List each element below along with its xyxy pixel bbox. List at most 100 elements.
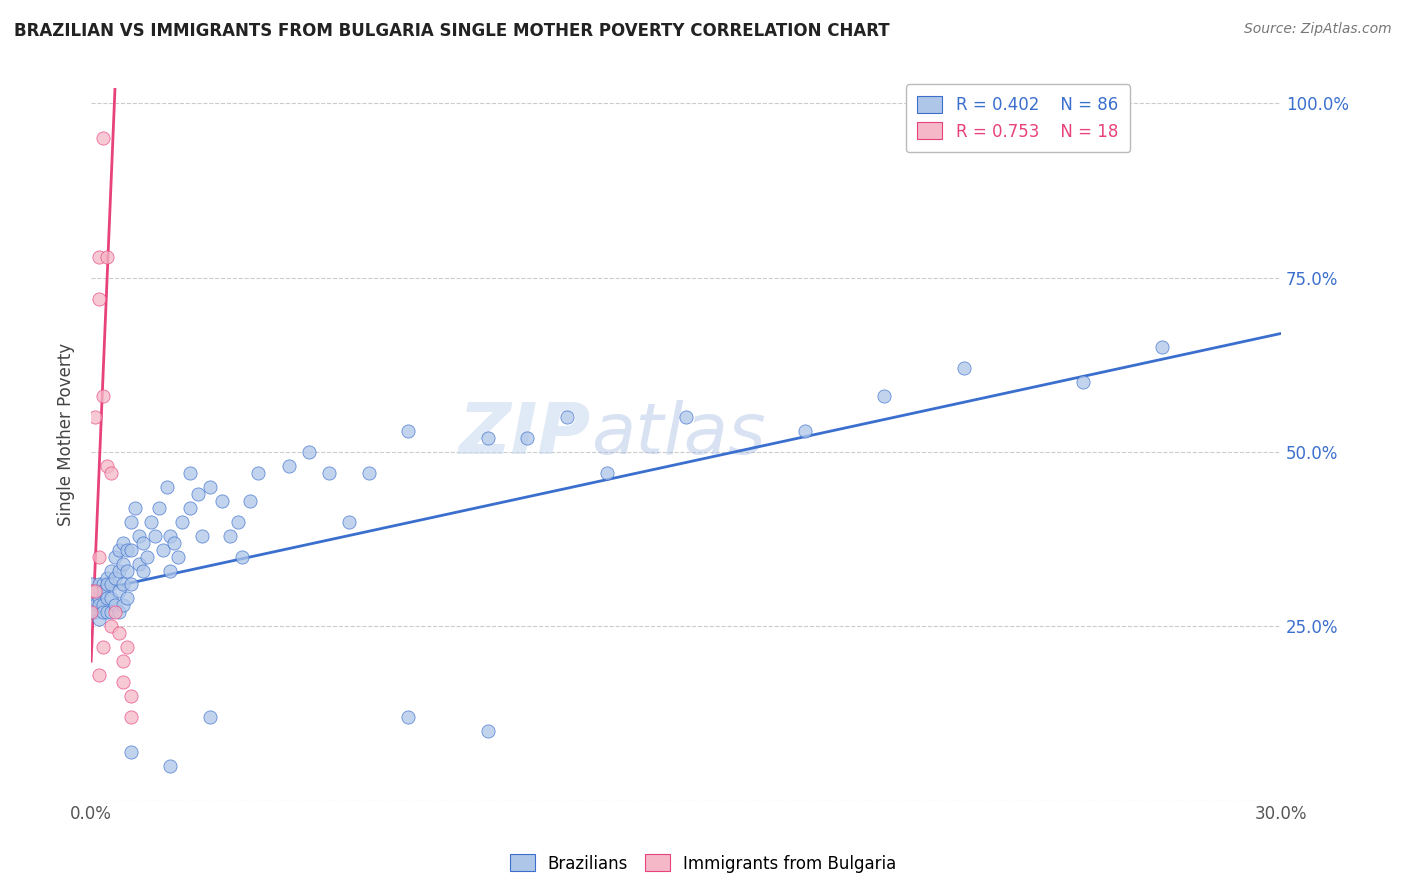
Point xyxy=(132,564,155,578)
Text: BRAZILIAN VS IMMIGRANTS FROM BULGARIA SINGLE MOTHER POVERTY CORRELATION CHART: BRAZILIAN VS IMMIGRANTS FROM BULGARIA SI… xyxy=(14,22,890,40)
Point xyxy=(159,529,181,543)
Point xyxy=(108,584,131,599)
Point xyxy=(132,535,155,549)
Point xyxy=(87,612,110,626)
Point xyxy=(96,577,118,591)
Point xyxy=(96,250,118,264)
Point xyxy=(298,445,321,459)
Point xyxy=(108,626,131,640)
Point xyxy=(115,564,138,578)
Point xyxy=(139,515,162,529)
Point xyxy=(128,529,150,543)
Point xyxy=(108,564,131,578)
Point xyxy=(1150,340,1173,354)
Point xyxy=(80,584,103,599)
Point xyxy=(477,431,499,445)
Point xyxy=(172,515,194,529)
Point xyxy=(596,466,619,480)
Point xyxy=(148,500,170,515)
Point xyxy=(219,529,242,543)
Point xyxy=(100,606,122,620)
Point xyxy=(477,723,499,738)
Point xyxy=(104,570,127,584)
Point xyxy=(135,549,157,564)
Point xyxy=(120,710,142,724)
Point xyxy=(104,549,127,564)
Text: atlas: atlas xyxy=(591,401,765,469)
Point xyxy=(179,466,201,480)
Point xyxy=(80,599,103,613)
Point xyxy=(278,458,301,473)
Point xyxy=(396,424,419,438)
Point xyxy=(396,710,419,724)
Point xyxy=(555,410,578,425)
Text: ZIP: ZIP xyxy=(458,401,591,469)
Point xyxy=(111,535,134,549)
Point xyxy=(111,675,134,690)
Point xyxy=(91,584,114,599)
Point xyxy=(84,410,107,425)
Point xyxy=(84,606,107,620)
Point xyxy=(96,570,118,584)
Point xyxy=(167,549,190,564)
Point xyxy=(80,584,103,599)
Point xyxy=(87,292,110,306)
Point xyxy=(198,710,221,724)
Point xyxy=(108,542,131,557)
Point xyxy=(87,250,110,264)
Point xyxy=(337,515,360,529)
Point xyxy=(87,577,110,591)
Point xyxy=(120,542,142,557)
Point xyxy=(159,564,181,578)
Point xyxy=(104,606,127,620)
Point xyxy=(357,466,380,480)
Point xyxy=(794,424,817,438)
Point xyxy=(87,584,110,599)
Point xyxy=(96,591,118,606)
Point xyxy=(91,640,114,655)
Point xyxy=(91,577,114,591)
Point xyxy=(96,458,118,473)
Point xyxy=(91,606,114,620)
Point xyxy=(104,599,127,613)
Point xyxy=(163,535,186,549)
Point xyxy=(191,529,214,543)
Point xyxy=(115,542,138,557)
Y-axis label: Single Mother Poverty: Single Mother Poverty xyxy=(58,343,75,526)
Point xyxy=(120,515,142,529)
Point xyxy=(87,591,110,606)
Point xyxy=(100,591,122,606)
Point xyxy=(318,466,340,480)
Point xyxy=(516,431,538,445)
Point xyxy=(100,619,122,633)
Point xyxy=(120,577,142,591)
Point xyxy=(87,668,110,682)
Point xyxy=(226,515,249,529)
Point xyxy=(84,584,107,599)
Point xyxy=(155,480,177,494)
Point xyxy=(187,487,209,501)
Point xyxy=(239,493,262,508)
Point xyxy=(873,389,896,403)
Point xyxy=(198,480,221,494)
Legend: R = 0.402    N = 86, R = 0.753    N = 18: R = 0.402 N = 86, R = 0.753 N = 18 xyxy=(905,84,1130,153)
Point xyxy=(120,689,142,703)
Point xyxy=(100,564,122,578)
Point xyxy=(115,591,138,606)
Point xyxy=(84,599,107,613)
Point xyxy=(152,542,174,557)
Point xyxy=(87,549,110,564)
Point xyxy=(124,500,146,515)
Point xyxy=(84,584,107,599)
Point xyxy=(91,389,114,403)
Text: Source: ZipAtlas.com: Source: ZipAtlas.com xyxy=(1244,22,1392,37)
Point xyxy=(952,361,974,376)
Point xyxy=(96,606,118,620)
Point xyxy=(675,410,697,425)
Point xyxy=(111,599,134,613)
Point xyxy=(115,640,138,655)
Point xyxy=(111,577,134,591)
Point xyxy=(87,599,110,613)
Point xyxy=(80,577,103,591)
Point xyxy=(111,654,134,668)
